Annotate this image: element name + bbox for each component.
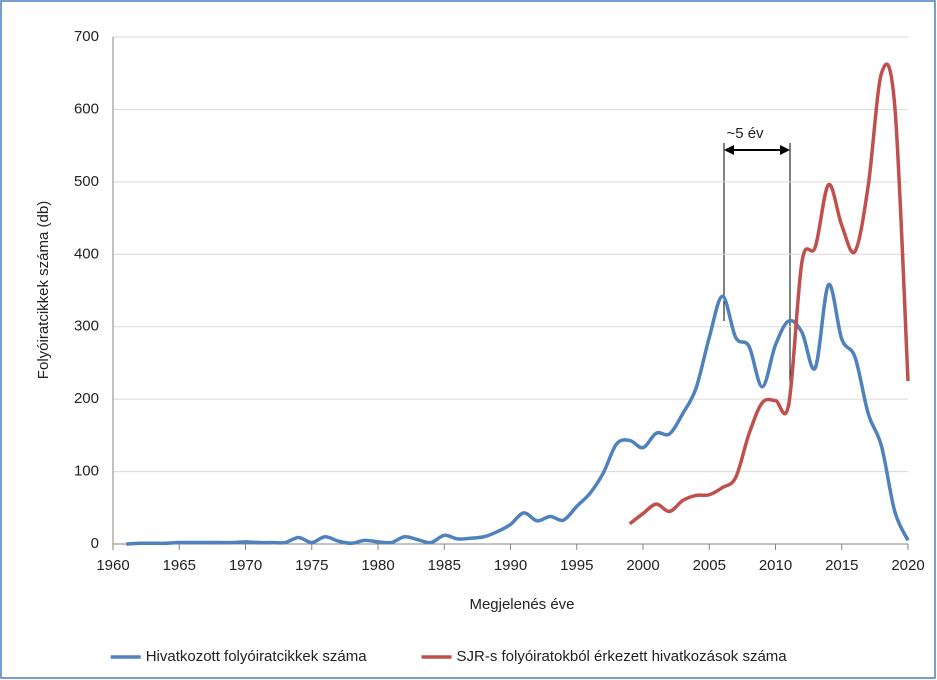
x-tick-label: 1980 — [361, 557, 394, 574]
x-tick-label: 1975 — [295, 557, 328, 574]
legend-label: SJR-s folyóiratokból érkezett hivatkozás… — [457, 648, 788, 665]
x-tick-label: 1970 — [229, 557, 262, 574]
x-tick-label: 1995 — [560, 557, 593, 574]
line-series — [126, 282, 910, 546]
line-series — [628, 62, 910, 526]
x-tick-label: 1960 — [96, 557, 129, 574]
legend: Hivatkozott folyóiratcikkek száma SJR-s f… — [110, 648, 788, 665]
y-tick-label: 700 — [74, 28, 99, 45]
x-tick-label: 2000 — [626, 557, 659, 574]
x-tick-label: 2020 — [891, 557, 924, 574]
y-tick-label: 200 — [74, 390, 99, 407]
y-axis-label: Folyóiratcikkek száma (db) — [35, 201, 52, 379]
x-tick-label: 2015 — [825, 557, 858, 574]
annotation-text: ~5 év — [726, 125, 764, 142]
annotation: ~5 év — [723, 125, 791, 406]
y-tick-label: 100 — [74, 463, 99, 480]
x-tick-label: 2010 — [759, 557, 792, 574]
y-tick-label: 300 — [74, 318, 99, 335]
x-tick-label: 2005 — [693, 557, 726, 574]
x-tick-label: 1965 — [163, 557, 196, 574]
y-tick-label: 400 — [74, 245, 99, 262]
x-axis-label: Megjelenés éve — [469, 596, 574, 613]
y-tick-label: 600 — [74, 100, 99, 117]
y-tick-label: 500 — [74, 173, 99, 190]
x-tick-label: 1985 — [428, 557, 461, 574]
x-tick-label: 1990 — [494, 557, 527, 574]
y-tick-label: 0 — [91, 535, 99, 552]
legend-label: Hivatkozott folyóiratcikkek száma — [146, 648, 368, 665]
